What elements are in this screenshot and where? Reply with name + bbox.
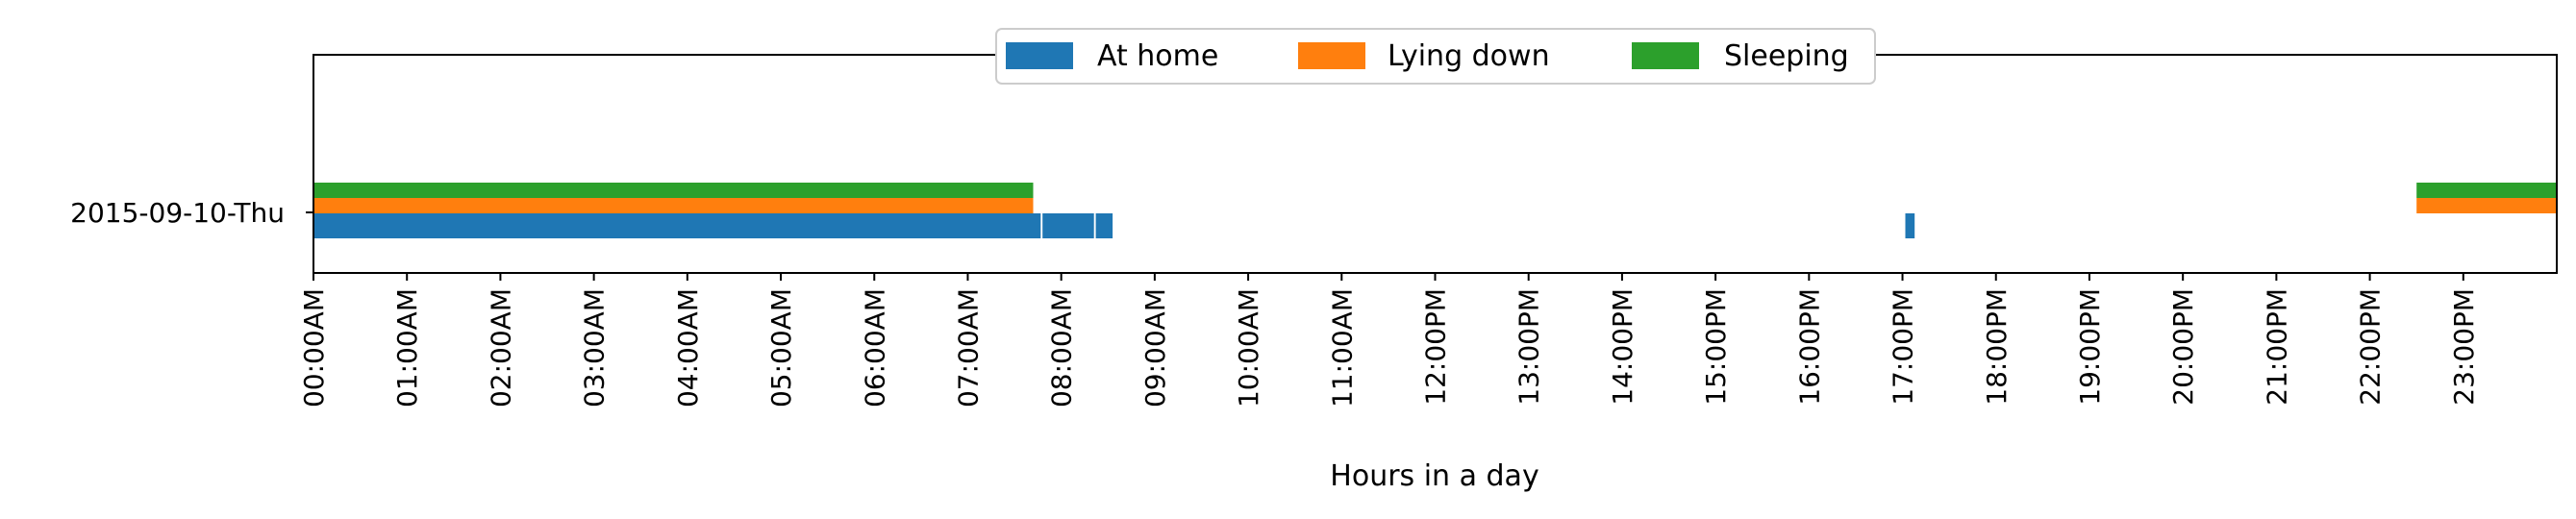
x-tick-label: 06:00AM <box>859 288 890 408</box>
bar-sleeping <box>313 183 1034 198</box>
x-tick-label: 13:00PM <box>1513 288 1545 406</box>
x-tick-label: 04:00AM <box>672 288 704 408</box>
bars-layer <box>313 183 2557 238</box>
bar-sleeping <box>2416 183 2557 198</box>
x-tick-label: 10:00AM <box>1233 288 1264 408</box>
legend-label-sleeping: Sleeping <box>1724 39 1849 73</box>
legend-label-lying-down: Lying down <box>1388 39 1550 73</box>
x-tick-label: 03:00AM <box>579 288 611 408</box>
x-tick-label: 21:00PM <box>2261 288 2292 406</box>
x-tick-label: 15:00PM <box>1700 288 1732 406</box>
x-tick-label: 00:00AM <box>298 288 330 408</box>
x-tick-label: 23:00PM <box>2448 288 2480 406</box>
x-tick-label: 02:00AM <box>485 288 516 408</box>
x-tick-label: 07:00AM <box>952 288 984 408</box>
x-tick-label: 12:00PM <box>1420 288 1452 406</box>
x-tick-label: 01:00AM <box>391 288 423 408</box>
x-tick-label: 05:00AM <box>765 288 797 408</box>
y-axis: 2015-09-10-Thu <box>70 197 313 229</box>
legend-swatch-at-home <box>1006 42 1073 69</box>
legend-swatch-sleeping <box>1632 42 1699 69</box>
bar-lying-down <box>2416 198 2557 213</box>
x-tick-label: 16:00PM <box>1793 288 1825 406</box>
legend-label-at-home: At home <box>1097 39 1218 73</box>
x-tick-label: 11:00AM <box>1326 288 1358 408</box>
x-tick-label: 08:00AM <box>1046 288 1078 408</box>
x-tick-label: 17:00PM <box>1888 288 1919 406</box>
x-axis-label: Hours in a day <box>1330 459 1538 493</box>
bar-lying-down <box>313 198 1034 213</box>
x-tick-label: 22:00PM <box>2355 288 2387 406</box>
legend: At home Lying down Sleeping <box>995 28 1876 85</box>
bar-at-home <box>313 213 1041 238</box>
plot-frame <box>313 54 2558 274</box>
legend-swatch-lying-down <box>1298 42 1365 69</box>
x-tick-label: 20:00PM <box>2167 288 2199 406</box>
x-tick-label: 19:00PM <box>2074 288 2106 406</box>
x-tick-label: 14:00PM <box>1607 288 1638 406</box>
x-axis: 00:00AM 01:00AM 02:00AM 03:00AM 04:00AM 05:00… <box>298 273 2480 408</box>
bar-at-home <box>1905 213 1915 238</box>
bar-at-home <box>1095 213 1113 238</box>
x-tick-label: 09:00AM <box>1139 288 1171 408</box>
bar-at-home <box>1042 213 1094 238</box>
x-tick-label: 18:00PM <box>1981 288 2013 406</box>
y-tick-label: 2015-09-10-Thu <box>70 197 285 229</box>
